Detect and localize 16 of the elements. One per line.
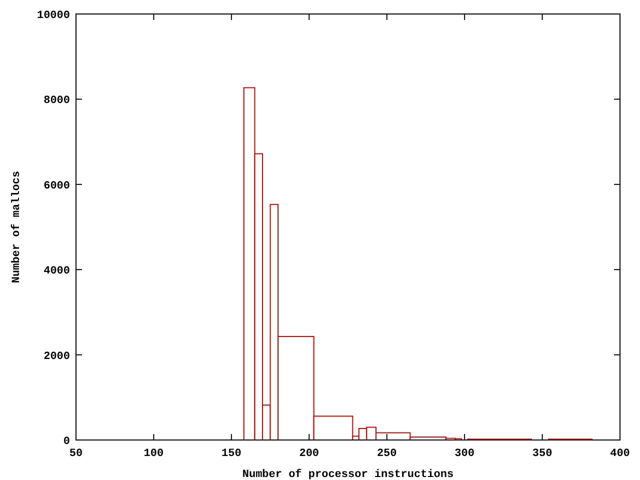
y-tick-label: 4000	[44, 266, 70, 278]
x-axis-title: Number of processor instructions	[242, 468, 454, 480]
y-tick-label: 10000	[36, 10, 70, 22]
x-tick-label: 400	[610, 448, 630, 460]
y-tick-label: 2000	[44, 350, 70, 363]
y-axis-title: Number of mallocs	[10, 170, 23, 284]
y-tick-label: 8000	[44, 95, 70, 108]
x-tick-label: 200	[299, 448, 320, 460]
x-tick-label: 350	[532, 448, 552, 460]
x-tick-label: 100	[144, 448, 164, 460]
x-tick-label: 150	[222, 448, 242, 460]
x-tick-label: 300	[454, 448, 474, 460]
x-tick-label: 50	[69, 448, 83, 460]
y-tick-label: 0	[63, 436, 70, 448]
y-tick-label: 6000	[44, 180, 70, 192]
x-tick-label: 250	[376, 448, 397, 460]
